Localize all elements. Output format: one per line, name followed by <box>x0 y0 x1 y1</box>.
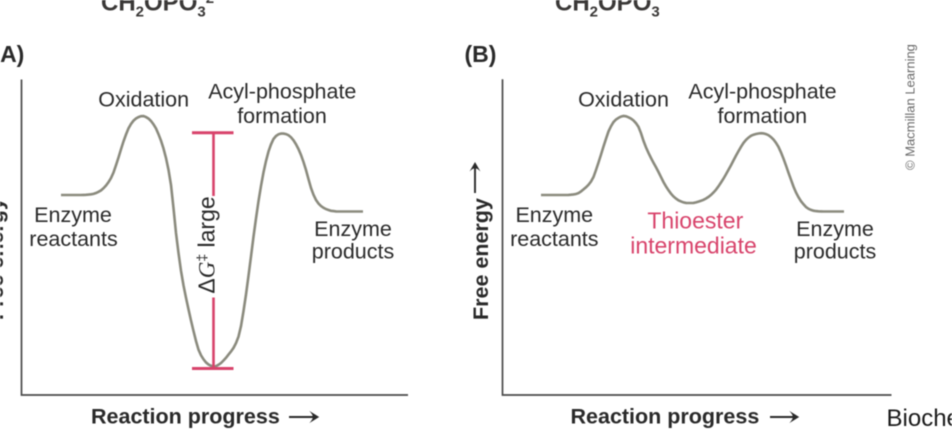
svg-text:Enzyme: Enzyme <box>314 217 392 241</box>
svg-text:reactants: reactants <box>510 227 598 251</box>
svg-text:ΔG‡ large: ΔG‡ large <box>194 196 220 293</box>
svg-text:CH2OPO3: CH2OPO3 <box>555 0 660 21</box>
svg-text:formation: formation <box>717 104 807 128</box>
svg-text:CH2OPO32–: CH2OPO32– <box>101 0 222 21</box>
svg-text:(B): (B) <box>465 41 497 67</box>
svg-text:Thioester: Thioester <box>647 208 743 234</box>
svg-text:Acyl-phosphate: Acyl-phosphate <box>208 80 356 104</box>
svg-text:Reaction progress: Reaction progress <box>571 405 760 429</box>
svg-text:Reaction progress: Reaction progress <box>91 405 280 429</box>
svg-text:formation: formation <box>237 104 327 128</box>
svg-text:Oxidation: Oxidation <box>98 87 189 111</box>
svg-text:Enzyme: Enzyme <box>515 203 593 227</box>
svg-text:Oxidation: Oxidation <box>578 87 669 111</box>
svg-text:Enzyme: Enzyme <box>34 203 112 227</box>
svg-text:reactants: reactants <box>29 227 117 251</box>
svg-text:Enzyme: Enzyme <box>796 217 874 241</box>
svg-text:Acyl-phosphate: Acyl-phosphate <box>688 80 836 104</box>
svg-text:Biochem: Biochem <box>887 405 952 432</box>
svg-text:products: products <box>312 240 394 264</box>
svg-text:© Macmillan Learning: © Macmillan Learning <box>903 44 918 170</box>
svg-text:(A): (A) <box>0 41 24 67</box>
svg-text:intermediate: intermediate <box>630 233 757 259</box>
svg-text:products: products <box>794 240 876 264</box>
svg-text:Free energy: Free energy <box>0 198 8 320</box>
svg-text:Free energy: Free energy <box>469 198 493 320</box>
